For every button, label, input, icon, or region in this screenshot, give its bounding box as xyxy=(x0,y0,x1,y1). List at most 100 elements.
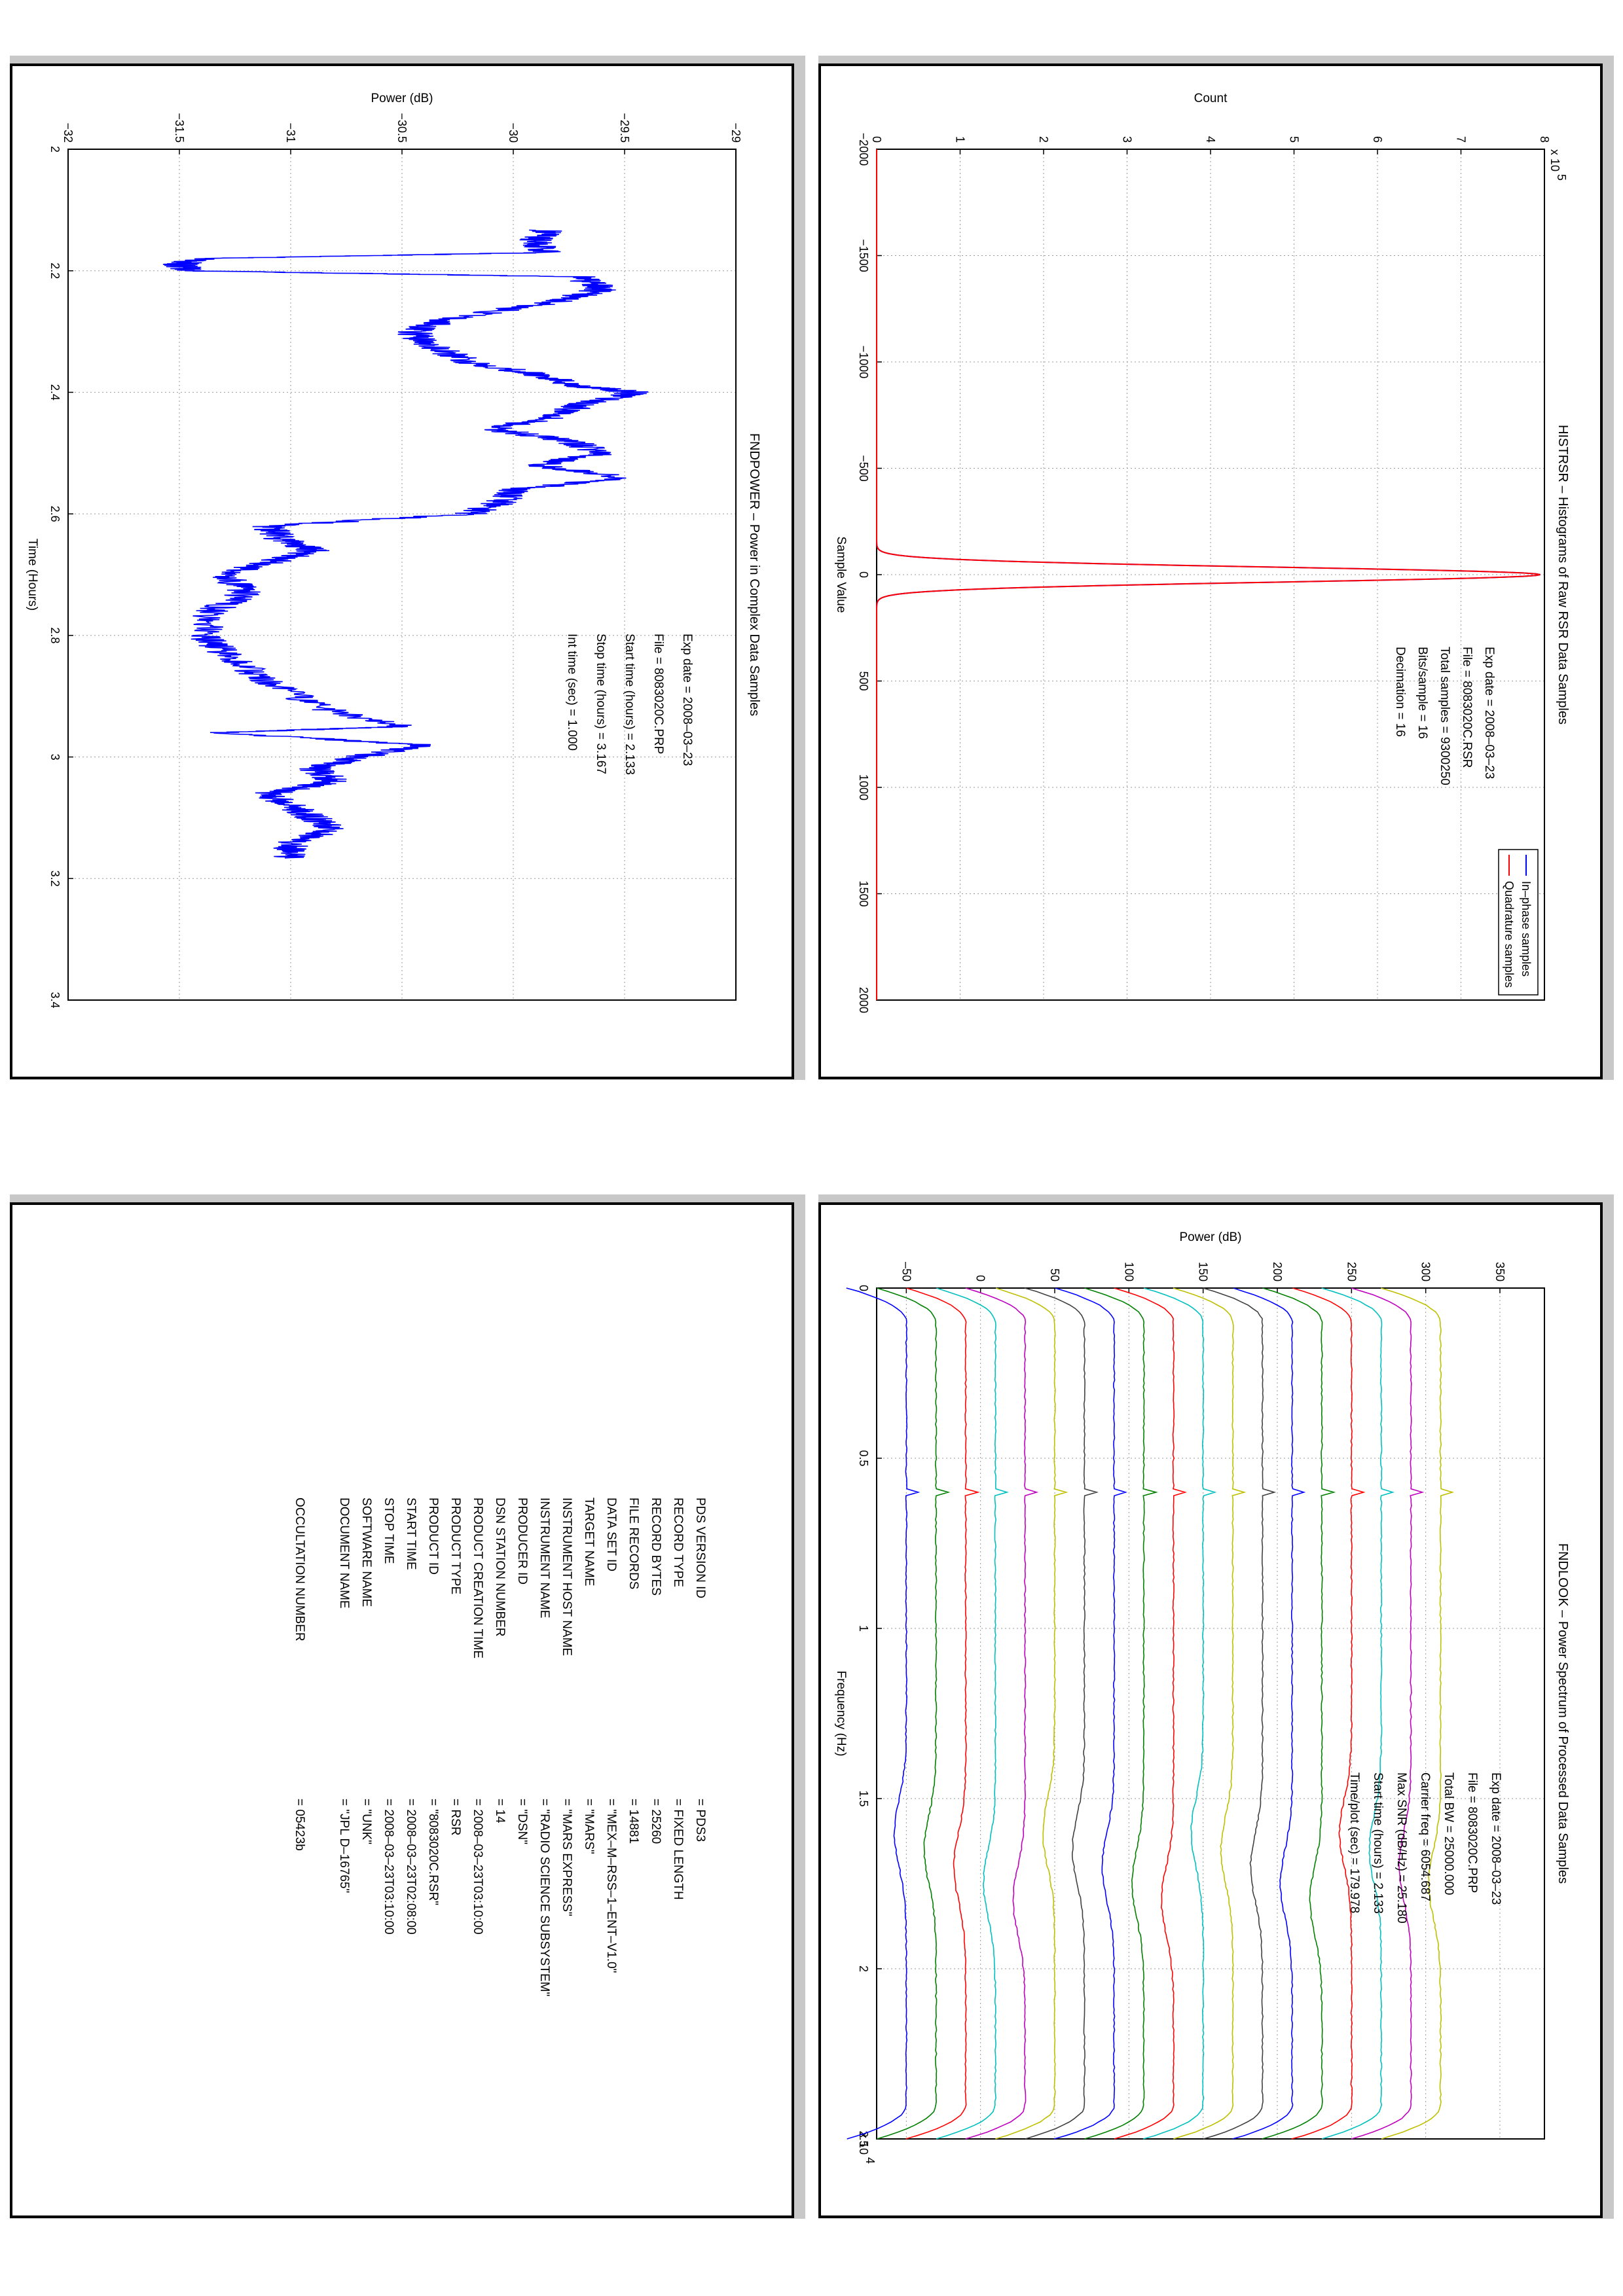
y-tick-label: 300 xyxy=(1419,1262,1432,1282)
label-key: FILE RECORDS xyxy=(627,1498,640,1589)
y-tick-label: −31.5 xyxy=(173,113,186,143)
plot-area xyxy=(877,1288,1544,2139)
y-tick-label: 50 xyxy=(1048,1268,1061,1282)
label-key: RECORD TYPE xyxy=(671,1498,685,1587)
spectrum-trace xyxy=(1173,1287,1247,2140)
look-info-line: File = 8083020C.PRP xyxy=(1465,1772,1479,1893)
spectrum-trace xyxy=(965,1287,1039,2140)
x-tick-label: 1500 xyxy=(857,880,870,906)
y-tick-label: 350 xyxy=(1493,1262,1506,1282)
y-tick-label: −30.5 xyxy=(395,113,409,143)
hist-info-line: Bits/sample = 16 xyxy=(1415,647,1429,739)
label-key: PDS VERSION ID xyxy=(693,1498,707,1598)
spectrum-trace xyxy=(1262,1287,1336,2140)
y-axis-label: Power (dB) xyxy=(1179,1230,1241,1244)
series-line-power xyxy=(162,229,649,859)
spectrum-trace xyxy=(936,1287,1009,2140)
label-key: INSTRUMENT HOST NAME xyxy=(560,1498,574,1656)
x-tick-label: 500 xyxy=(857,671,870,691)
series-line-quadrature xyxy=(876,149,1541,1000)
chart-title: FNDLOOK – Power Spectrum of Processed Da… xyxy=(1556,1543,1570,1884)
spectrum-trace xyxy=(1351,1287,1425,2140)
histrsr-chart: −2000 −1500 −1000 −500 0 500 1000 1500 2000 0 1 2 3 4… xyxy=(834,92,1570,1013)
fndlook-chart: 00.511.522.5–50 0 50 100 150 200 250 300 350FNDL… xyxy=(834,1230,1570,2164)
label-value: = "MEX–M–RSS–1–ENT–V1.0" xyxy=(604,1799,618,1973)
label-value: = "RADIO SCIENCE SUBSYSTEM" xyxy=(538,1799,551,1996)
y-tick-label: −32 xyxy=(62,122,75,143)
legend-entry: Quadrature samples xyxy=(1503,881,1516,988)
y-tick-label: −30 xyxy=(507,122,520,143)
x-axis-label: Sample Value xyxy=(834,537,848,613)
y-tick-label: −29.5 xyxy=(618,113,631,143)
label-panel: PDS VERSION ID = PDS3 RECORD TYPE = FIXED L… xyxy=(10,1194,805,2219)
label-value: = RSR xyxy=(448,1799,462,1836)
spectrum-trace xyxy=(1203,1287,1277,2140)
panel-frame: PDS VERSION ID = PDS3 RECORD TYPE = FIXED L… xyxy=(10,1202,794,2218)
x-tick-label: 3.2 xyxy=(48,870,62,887)
x-tick-label: 3.4 xyxy=(48,992,62,1008)
label-value: = "MARS" xyxy=(582,1799,596,1854)
label-key: STOP TIME xyxy=(382,1498,395,1564)
spectrum-trace xyxy=(1143,1287,1217,2140)
x-tick-label: 1000 xyxy=(857,774,870,800)
hist-info-line: Decimation = 16 xyxy=(1393,647,1407,737)
y-tick-label: 200 xyxy=(1271,1262,1284,1282)
spectrum-trace xyxy=(1291,1287,1366,2140)
power-info-line: Start time (hours) = 2.133 xyxy=(623,634,636,775)
power-info-line: Stop time (hours) = 3.167 xyxy=(594,634,608,774)
fndpower-chart: 2 2.2 2.4 2.6 2.8 3 3.2 3.4 −32 −31.5 −31 −30.5 −30 −… xyxy=(26,92,761,1009)
x-tick-label: −2000 xyxy=(857,133,870,166)
y-tick-label: 100 xyxy=(1122,1262,1135,1282)
spectrum-trace xyxy=(1381,1287,1455,2140)
x-tick-label: 0.5 xyxy=(857,1450,870,1466)
x-tick-label: 2 xyxy=(857,1965,870,1972)
chart-title: FNDPOWER – Power in Complex Data Samples xyxy=(747,433,761,716)
label-key: RECORD BYTES xyxy=(649,1498,663,1596)
label-value: = 14881 xyxy=(627,1799,640,1844)
x-tick-label: 2.2 xyxy=(48,262,62,279)
label-value: = 25260 xyxy=(649,1799,663,1844)
hist-info-line: File = 8083020C.RSR xyxy=(1460,647,1474,768)
label-value: = FIXED LENGTH xyxy=(671,1799,685,1900)
spectrum-trace xyxy=(877,1287,951,2140)
look-info-line: Max SNR (dB/Hz) = 25.180 xyxy=(1395,1772,1408,1924)
y-tick-label: 250 xyxy=(1345,1262,1358,1282)
panel-frame: 2 2.2 2.4 2.6 2.8 3 3.2 3.4 −32 −31.5 −31 −30.5 −30 −… xyxy=(10,63,794,1079)
x-tick-label: −1000 xyxy=(857,346,870,379)
x-tick-label: 2.4 xyxy=(48,384,62,401)
label-key: SOFTWARE NAME xyxy=(359,1498,373,1607)
label-value: = 2008–03–23T03:10:00 xyxy=(471,1799,484,1935)
label-value: = PDS3 xyxy=(693,1799,707,1842)
label-table: PDS VERSION ID = PDS3 RECORD TYPE = FIXED L… xyxy=(293,1498,707,1996)
y-tick-label: 5 xyxy=(1288,136,1301,143)
y-tick-label: 0 xyxy=(870,136,883,143)
label-key: OCCULTATION NUMBER xyxy=(293,1498,306,1641)
spectrum-trace xyxy=(1084,1287,1158,2140)
label-value: = 2008–03–23T03:10:00 xyxy=(382,1799,395,1935)
y-tick-label: 8 xyxy=(1538,136,1551,143)
x-tick-label: −1500 xyxy=(857,239,870,272)
label-key: DOCUMENT NAME xyxy=(337,1498,351,1609)
label-key: PRODUCT CREATION TIME xyxy=(471,1498,484,1659)
look-info-line: Start time (hours) = 2.133 xyxy=(1371,1772,1385,1914)
x-tick-label: −500 xyxy=(857,455,870,482)
y-tick-label: –50 xyxy=(900,1262,913,1282)
label-value: = "JPL D–16765" xyxy=(337,1799,351,1893)
y-axis-label: Count xyxy=(1194,92,1228,105)
x-tick-label: 2000 xyxy=(857,987,870,1013)
spectrum-trace xyxy=(995,1287,1068,2140)
legend-box xyxy=(1498,849,1539,996)
legend-entry: In–phase samples xyxy=(1520,881,1533,977)
x-tick-label: 1.5 xyxy=(857,1790,870,1806)
look-info-line: Time/plot (sec) = 179.978 xyxy=(1347,1772,1361,1913)
y-tick-label: −31 xyxy=(284,122,297,143)
label-key: TARGET NAME xyxy=(582,1498,596,1586)
power-info-line: Exp date = 2008–03–23 xyxy=(680,634,694,766)
label-value: = "UNK" xyxy=(359,1799,373,1844)
y-tick-label: 1 xyxy=(954,136,967,143)
plot-frame xyxy=(876,1287,1545,2140)
x-tick-label: 3 xyxy=(48,754,62,761)
y-tick-label: 4 xyxy=(1204,136,1217,143)
label-key: PRODUCT ID xyxy=(426,1498,440,1575)
x-multiplier-exponent: 4 xyxy=(864,2157,877,2164)
